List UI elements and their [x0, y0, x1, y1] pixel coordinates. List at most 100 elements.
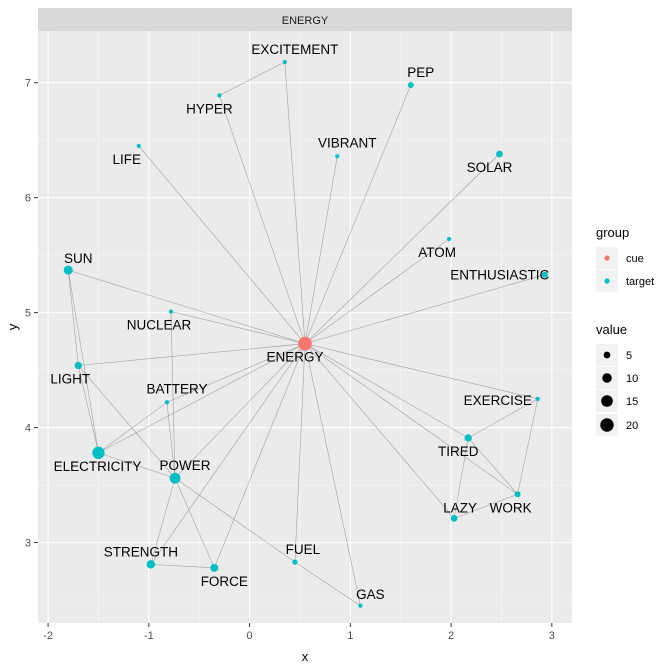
legend: group cue target value 5 10 15 20: [596, 225, 654, 436]
edge-energy-battery: [166, 343, 306, 403]
node-solar: [496, 150, 503, 158]
label-sun: SUN: [64, 251, 93, 266]
edges: [67, 61, 545, 606]
facet-title: ENERGY: [282, 15, 329, 27]
edge-tired-lazy: [453, 437, 469, 519]
panel-background: [38, 31, 572, 623]
edge-battery-electricity: [98, 402, 168, 454]
edge-sun-light: [67, 270, 79, 366]
edge-hyper-excitement: [219, 61, 285, 96]
label-gas: GAS: [356, 587, 385, 602]
edge-energy-work: [304, 343, 518, 495]
edge-energy-excitement: [284, 62, 306, 344]
edge-energy-sun: [68, 269, 306, 344]
node-sun: [63, 265, 73, 275]
edge-power-fuel: [174, 477, 296, 563]
edge-tired-work: [468, 437, 518, 495]
edge-energy-power: [174, 343, 306, 479]
edge-exercise-tired: [468, 398, 538, 439]
x-tick-label: 3: [549, 630, 555, 642]
node-work: [514, 491, 521, 498]
y-tick-label: 3: [25, 538, 31, 550]
legend-size-20: [600, 418, 614, 432]
label-enthusiastic: ENTHUSIASTIC: [450, 268, 549, 283]
legend-swatch-target: [604, 278, 610, 284]
edge-power-strength: [150, 478, 176, 565]
node-energy: [298, 336, 312, 351]
nodes: [63, 59, 548, 608]
node-enthusiastic: [541, 271, 548, 278]
label-work: WORK: [490, 500, 532, 515]
legend-swatch-cue: [604, 255, 610, 261]
edge-strength-force: [150, 564, 215, 569]
legend-size-label: 5: [626, 350, 632, 362]
edge-power-force: [174, 478, 215, 568]
label-fuel: FUEL: [286, 542, 321, 557]
edge-energy-atom: [304, 238, 450, 344]
node-excitement: [282, 59, 287, 65]
y-tick-label: 4: [25, 423, 31, 435]
x-axis-title: x: [302, 649, 309, 664]
node-light: [74, 361, 82, 370]
x-tick-label: -1: [144, 630, 154, 642]
x-tick-label: 2: [448, 630, 454, 642]
label-strength: STRENGTH: [104, 544, 178, 559]
edge-energy-gas: [304, 343, 361, 606]
label-exercise: EXERCISE: [464, 393, 532, 408]
edge-energy-hyper: [219, 95, 306, 344]
label-tired: TIRED: [438, 444, 479, 459]
edge-exercise-work: [517, 398, 539, 495]
label-atom: ATOM: [418, 245, 456, 260]
legend-label-target: target: [626, 276, 654, 288]
label-lazy: LAZY: [443, 500, 477, 515]
edge-sun-electricity: [67, 270, 99, 453]
edge-battery-power: [166, 402, 176, 479]
x-tick-label: -2: [43, 630, 53, 642]
label-hyper: HYPER: [186, 101, 233, 116]
axes: -2 -1 0 1 2 3 3 4 5 6 7: [25, 78, 555, 642]
edge-energy-fuel: [294, 343, 306, 563]
label-life: LIFE: [112, 152, 141, 167]
node-life: [136, 143, 141, 149]
edge-energy-strength: [150, 343, 306, 565]
edge-energy-solar: [304, 153, 500, 344]
node-labels: ENERGY EXCITEMENT PEP HYPER LIFE VIBRANT SOLAR…: [50, 42, 549, 602]
edge-energy-enthusiastic: [304, 274, 545, 344]
edge-energy-light: [78, 343, 306, 366]
label-nuclear: NUCLEAR: [127, 317, 192, 332]
label-pep: PEP: [407, 65, 434, 80]
y-axis-title: y: [5, 323, 20, 330]
label-electricity: ELECTRICITY: [54, 459, 142, 474]
y-tick-label: 5: [25, 308, 31, 320]
label-battery: BATTERY: [146, 381, 207, 396]
edge-nuclear-power: [170, 311, 176, 479]
node-tired: [464, 434, 472, 442]
label-solar: SOLAR: [467, 160, 513, 175]
legend-label-cue: cue: [626, 253, 644, 265]
node-lazy: [450, 515, 458, 522]
edge-energy-nuclear: [170, 311, 306, 344]
edge-energy-vibrant: [304, 156, 338, 344]
legend-value-title: value: [596, 322, 627, 337]
edge-energy-life: [138, 145, 306, 344]
legend-size-label: 15: [626, 396, 638, 408]
edge-energy-force: [214, 343, 306, 568]
legend-size-label: 20: [626, 420, 638, 432]
node-fuel: [292, 559, 298, 565]
node-power: [169, 472, 181, 484]
label-energy: ENERGY: [266, 350, 323, 365]
legend-size-label: 10: [626, 373, 638, 385]
label-light: LIGHT: [50, 372, 90, 387]
edge-light-power: [78, 365, 176, 479]
x-tick-label: 1: [347, 630, 353, 642]
label-excitement: EXCITEMENT: [251, 42, 338, 57]
edge-light-electricity: [78, 365, 99, 453]
y-tick-label: 7: [25, 78, 31, 90]
node-hyper: [217, 93, 222, 98]
edge-electricity-power: [98, 452, 176, 479]
grid: [38, 31, 572, 623]
label-force: FORCE: [201, 574, 248, 589]
y-tick-label: 6: [25, 193, 31, 205]
legend-size-10: [602, 373, 612, 383]
